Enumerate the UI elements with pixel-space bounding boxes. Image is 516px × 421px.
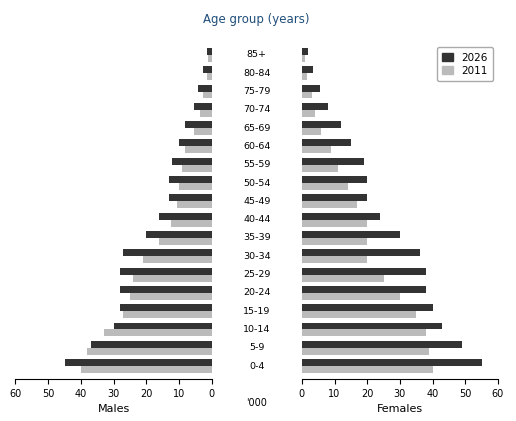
Bar bbox=[64, 359, 212, 366]
Text: 60-64: 60-64 bbox=[243, 142, 270, 151]
Bar bbox=[302, 73, 307, 80]
Bar bbox=[81, 366, 212, 373]
Bar bbox=[302, 238, 367, 245]
Bar bbox=[185, 147, 212, 153]
Bar bbox=[302, 341, 462, 348]
Text: 50-54: 50-54 bbox=[243, 179, 270, 187]
Bar bbox=[302, 213, 380, 220]
Bar bbox=[172, 158, 212, 165]
Bar bbox=[302, 147, 331, 153]
Bar bbox=[185, 121, 212, 128]
Bar bbox=[302, 322, 442, 330]
Bar bbox=[302, 165, 338, 172]
Text: 55-59: 55-59 bbox=[243, 160, 270, 169]
Bar bbox=[302, 85, 320, 91]
Bar bbox=[123, 311, 212, 318]
Bar bbox=[302, 139, 351, 147]
Bar bbox=[171, 220, 212, 226]
Text: 40-44: 40-44 bbox=[243, 215, 270, 224]
Bar bbox=[302, 121, 341, 128]
Bar bbox=[146, 231, 212, 238]
Bar bbox=[302, 176, 367, 183]
Bar bbox=[179, 183, 212, 190]
X-axis label: Males: Males bbox=[98, 404, 130, 414]
Text: 15-19: 15-19 bbox=[243, 306, 270, 316]
Bar bbox=[302, 359, 481, 366]
Bar bbox=[302, 348, 429, 355]
Bar bbox=[169, 176, 212, 183]
Text: 80-84: 80-84 bbox=[243, 69, 270, 78]
X-axis label: Females: Females bbox=[377, 404, 423, 414]
Bar bbox=[302, 66, 313, 73]
Bar bbox=[206, 73, 212, 80]
Bar bbox=[302, 249, 420, 256]
Bar bbox=[120, 286, 212, 293]
Bar bbox=[159, 213, 212, 220]
Text: 70-74: 70-74 bbox=[243, 105, 270, 115]
Text: 75-79: 75-79 bbox=[243, 87, 270, 96]
Bar bbox=[302, 110, 315, 117]
Text: 85+: 85+ bbox=[247, 51, 267, 59]
Bar bbox=[200, 110, 212, 117]
Text: Age group (years): Age group (years) bbox=[203, 13, 310, 26]
Bar bbox=[302, 293, 400, 300]
Text: 45-49: 45-49 bbox=[243, 197, 270, 206]
Bar bbox=[302, 268, 426, 274]
Bar bbox=[302, 366, 432, 373]
Bar bbox=[206, 48, 212, 55]
Bar bbox=[302, 103, 328, 110]
Bar bbox=[302, 183, 348, 190]
Bar bbox=[302, 201, 358, 208]
Bar bbox=[302, 330, 426, 336]
Bar bbox=[87, 348, 212, 355]
Bar bbox=[302, 195, 367, 201]
Bar bbox=[302, 256, 367, 263]
Bar bbox=[178, 201, 212, 208]
Bar bbox=[302, 158, 364, 165]
Legend: 2026, 2011: 2026, 2011 bbox=[437, 47, 493, 81]
Bar bbox=[302, 220, 367, 226]
Bar bbox=[91, 341, 212, 348]
Text: '000: '000 bbox=[246, 398, 267, 408]
Text: 0-4: 0-4 bbox=[249, 362, 264, 370]
Bar bbox=[199, 85, 212, 91]
Text: 25-29: 25-29 bbox=[243, 270, 270, 279]
Bar bbox=[114, 322, 212, 330]
Bar bbox=[169, 195, 212, 201]
Bar bbox=[143, 256, 212, 263]
Bar bbox=[104, 330, 212, 336]
Bar bbox=[302, 128, 321, 135]
Bar bbox=[194, 103, 212, 110]
Text: 30-34: 30-34 bbox=[243, 252, 270, 261]
Bar bbox=[302, 231, 400, 238]
Bar bbox=[159, 238, 212, 245]
Bar bbox=[179, 139, 212, 147]
Bar bbox=[133, 274, 212, 282]
Bar bbox=[203, 66, 212, 73]
Bar bbox=[208, 55, 212, 62]
Bar bbox=[302, 286, 426, 293]
Text: 5-9: 5-9 bbox=[249, 343, 264, 352]
Bar bbox=[123, 249, 212, 256]
Bar bbox=[302, 91, 312, 99]
Bar bbox=[120, 304, 212, 311]
Bar bbox=[194, 128, 212, 135]
Bar bbox=[302, 304, 432, 311]
Bar bbox=[302, 48, 309, 55]
Bar bbox=[182, 165, 212, 172]
Bar bbox=[302, 55, 305, 62]
Text: 20-24: 20-24 bbox=[243, 288, 270, 297]
Text: 35-39: 35-39 bbox=[243, 234, 270, 242]
Text: 65-69: 65-69 bbox=[243, 124, 270, 133]
Bar bbox=[203, 91, 212, 99]
Bar bbox=[302, 311, 416, 318]
Bar bbox=[130, 293, 212, 300]
Bar bbox=[120, 268, 212, 274]
Text: 10-14: 10-14 bbox=[243, 325, 270, 334]
Bar bbox=[302, 274, 383, 282]
